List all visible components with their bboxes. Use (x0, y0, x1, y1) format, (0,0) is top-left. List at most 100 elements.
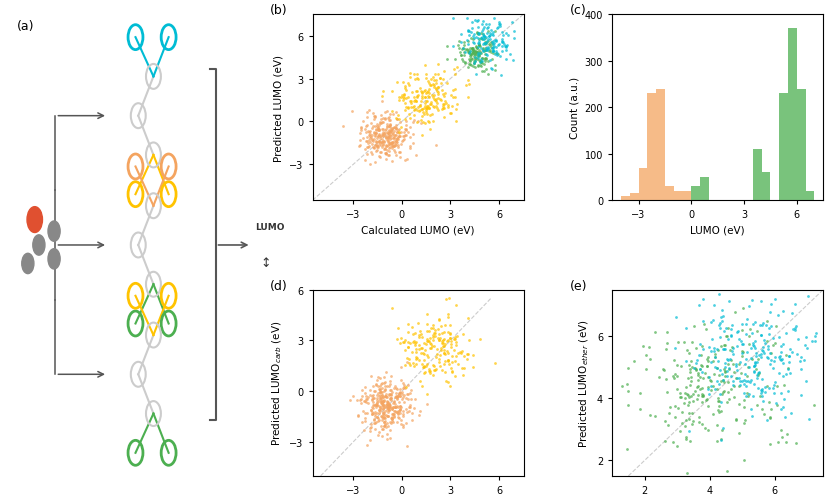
Point (428, 330, 441, 338)
Point (388, 143, 402, 151)
Point (448, 94, 461, 102)
Point (459, 49, 472, 57)
Point (801, 293, 815, 301)
Point (378, 109, 391, 117)
Point (372, 122, 386, 130)
Point (381, 398, 394, 406)
Point (372, 131, 386, 139)
Point (488, 51, 501, 59)
Point (418, 103, 432, 111)
Point (768, 381, 781, 389)
Point (677, 338, 690, 346)
Point (391, 135, 405, 143)
Point (471, 24, 485, 32)
Point (716, 345, 729, 353)
Point (468, 60, 481, 68)
Point (450, 101, 464, 109)
Point (467, 40, 480, 48)
Point (710, 377, 723, 385)
Point (474, 58, 487, 66)
Point (712, 321, 726, 329)
Point (437, 339, 450, 347)
Point (427, 84, 440, 92)
Point (436, 342, 449, 350)
Point (373, 416, 386, 424)
Point (461, 28, 475, 36)
Point (384, 390, 397, 398)
Point (381, 135, 394, 143)
Point (384, 135, 397, 143)
Point (453, 45, 466, 53)
Point (382, 402, 396, 410)
Point (474, 50, 487, 58)
Point (470, 18, 484, 26)
Point (706, 410, 720, 418)
Point (391, 390, 405, 398)
Point (452, 38, 465, 46)
Point (372, 385, 386, 393)
Point (462, 27, 475, 35)
Point (675, 393, 688, 401)
Point (766, 334, 780, 342)
Point (775, 355, 789, 363)
Point (382, 401, 396, 409)
Point (424, 324, 438, 332)
Point (423, 80, 436, 88)
Point (377, 414, 391, 422)
Point (678, 399, 691, 407)
Point (437, 335, 450, 343)
Point (428, 97, 442, 105)
Point (486, 45, 499, 53)
Point (754, 332, 768, 340)
Point (460, 351, 474, 359)
Point (667, 372, 680, 380)
Point (391, 403, 405, 411)
Point (475, 56, 488, 64)
Point (371, 127, 385, 135)
Point (386, 134, 400, 142)
Point (363, 132, 376, 140)
Point (386, 405, 399, 413)
Point (372, 397, 386, 405)
Text: (b): (b) (270, 4, 288, 17)
Point (671, 338, 685, 346)
Point (735, 353, 748, 361)
Point (695, 342, 708, 350)
Point (683, 393, 696, 401)
Point (488, 37, 501, 45)
Point (428, 366, 441, 374)
Point (480, 51, 493, 59)
Point (748, 380, 761, 388)
Point (756, 343, 769, 351)
Point (416, 383, 429, 391)
Point (354, 123, 367, 131)
Point (739, 355, 753, 363)
Point (463, 336, 476, 344)
Point (386, 410, 400, 418)
Point (403, 124, 417, 132)
Point (701, 362, 714, 370)
Point (717, 378, 731, 386)
Point (381, 401, 395, 409)
Point (435, 87, 449, 95)
Point (386, 139, 399, 147)
Point (440, 80, 454, 88)
Point (751, 371, 764, 379)
Point (421, 102, 434, 110)
Point (458, 60, 471, 68)
Point (707, 344, 721, 352)
Point (434, 344, 448, 352)
Point (386, 132, 399, 140)
Point (488, 62, 501, 70)
Point (386, 126, 399, 134)
Point (436, 367, 449, 375)
Point (441, 356, 454, 364)
Point (427, 325, 440, 333)
Point (480, 52, 493, 60)
Point (488, 359, 501, 367)
Point (386, 88, 399, 96)
Point (365, 408, 379, 416)
Point (422, 94, 435, 102)
Point (365, 125, 379, 133)
Point (420, 400, 433, 408)
